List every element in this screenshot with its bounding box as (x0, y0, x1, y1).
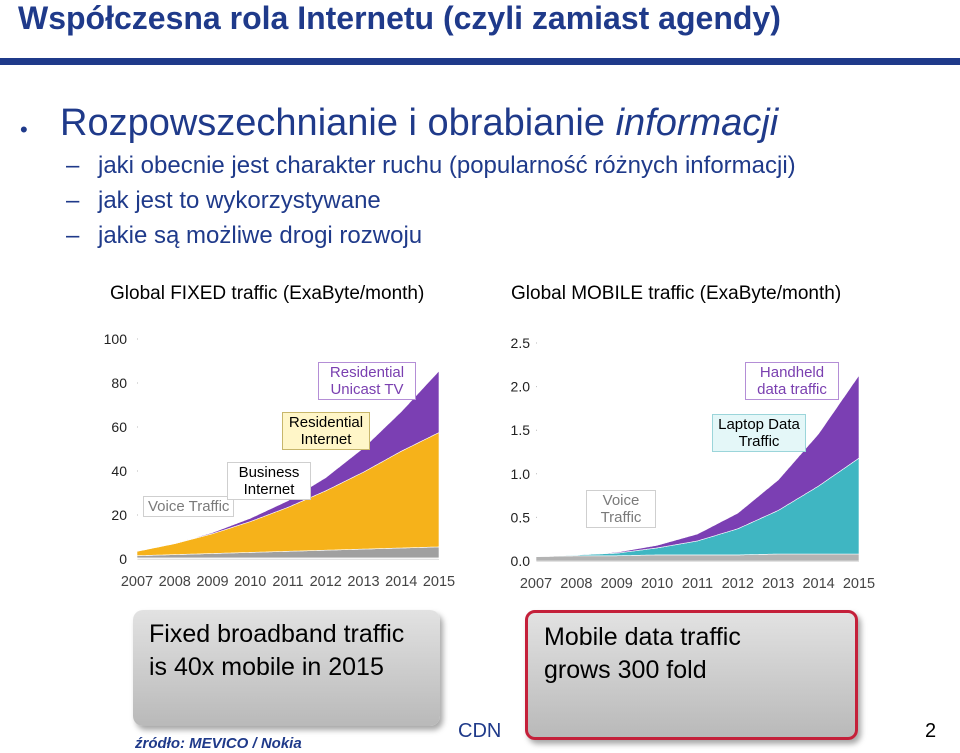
mobile-label-handheld: Handheld data traffic (745, 362, 839, 400)
y-tick-label: 80 (111, 375, 127, 391)
dash-icon: – (66, 222, 80, 249)
y-tick-label: 2.0 (511, 379, 531, 395)
mobile-callout-line: grows 300 fold (544, 656, 707, 684)
source-note: źródło: MEVICO / Nokia (135, 735, 302, 752)
subpoint-text: jak jest to wykorzystywane (98, 187, 381, 214)
x-tick-label: 2008 (560, 576, 592, 592)
area-series-3 (136, 370, 440, 552)
bullet-icon: • (20, 117, 28, 142)
x-tick-label: 2010 (641, 576, 673, 592)
y-tick-label: 2.5 (511, 335, 531, 351)
y-tick-label: 1.5 (511, 422, 531, 438)
fixed-label-voice: Voice Traffic (143, 496, 235, 517)
x-tick-label: 2013 (762, 576, 794, 592)
x-tick-label: 2009 (196, 574, 228, 590)
mobile-label-voice: Voice Traffic (586, 490, 656, 528)
x-tick-label: 2011 (682, 576, 713, 592)
dash-icon: – (66, 152, 80, 179)
y-tick-label: 1.0 (511, 466, 531, 482)
mobile-chart-title: Global MOBILE traffic (ExaByte/month) (511, 283, 842, 304)
x-tick-label: 2012 (310, 574, 342, 590)
heading-text: Rozpowszechnianie i obrabianie (60, 102, 616, 144)
subpoint-1: – jaki obecnie jest charakter ruchu (popu… (66, 152, 796, 180)
x-tick-label: 2014 (802, 576, 834, 592)
page-number: 2 (925, 720, 937, 742)
fixed-chart-title: Global FIXED traffic (ExaByte/month) (110, 283, 425, 304)
title-divider (0, 58, 960, 65)
x-tick-label: 2014 (385, 574, 417, 590)
x-tick-label: 2011 (272, 574, 303, 590)
y-tick-label: 0.5 (511, 509, 531, 525)
footer-label: CDN (458, 720, 502, 742)
x-tick-label: 2012 (722, 576, 754, 592)
fixed-label-unicast-tv: Residential Unicast TV (318, 362, 416, 400)
y-tick-label: 0 (119, 551, 127, 567)
x-tick-label: 2013 (347, 574, 379, 590)
mobile-traffic-chart: 2.5 2.0 1.5 1.0 0.5 0.0 2007 2008 2009 2010 2011 20… (511, 335, 876, 592)
x-tick-label: 2015 (423, 574, 455, 590)
x-tick-label: 2009 (601, 576, 633, 592)
y-tick-label: 0.0 (511, 553, 531, 569)
y-tick-label: 60 (111, 419, 127, 435)
fixed-callout-line: is 40x mobile in 2015 (149, 653, 384, 681)
fixed-label-residential-internet: Residential Internet (282, 412, 370, 450)
y-tick-label: 100 (104, 331, 128, 347)
fixed-traffic-chart: 100 80 60 40 20 0 2007 2008 2009 2010 2011 2012 2013… (104, 331, 455, 590)
subpoint-text: jaki obecnie jest charakter ruchu (popul… (98, 152, 796, 179)
slide-title: Współczesna rola Internetu (czyli zamias… (18, 0, 781, 36)
fixed-label-business: Business Internet (227, 462, 311, 500)
dash-icon: – (66, 187, 80, 214)
main-heading: Rozpowszechnianie i obrabianie informacj… (60, 102, 778, 145)
fixed-callout-box: Fixed broadband traffic is 40x mobile in… (133, 610, 440, 726)
area-series-2 (536, 374, 860, 557)
subpoint-text: jakie są możliwe drogi rozwoju (98, 222, 423, 249)
fixed-callout-line: Fixed broadband traffic (149, 620, 405, 648)
x-tick-label: 2007 (121, 574, 153, 590)
heading-emphasis: informacji (615, 102, 779, 144)
y-tick-label: 20 (111, 507, 127, 523)
subpoint-2: – jak jest to wykorzystywane (66, 187, 381, 215)
mobile-label-laptop: Laptop Data Traffic (712, 414, 806, 452)
x-tick-label: 2008 (159, 574, 191, 590)
mobile-callout-box: Mobile data traffic grows 300 fold (525, 610, 858, 740)
x-tick-label: 2015 (843, 576, 875, 592)
mobile-callout-line: Mobile data traffic (544, 623, 741, 651)
y-tick-label: 40 (111, 463, 127, 479)
subpoint-3: – jakie są możliwe drogi rozwoju (66, 222, 422, 250)
x-tick-label: 2007 (520, 576, 552, 592)
x-tick-label: 2010 (234, 574, 266, 590)
